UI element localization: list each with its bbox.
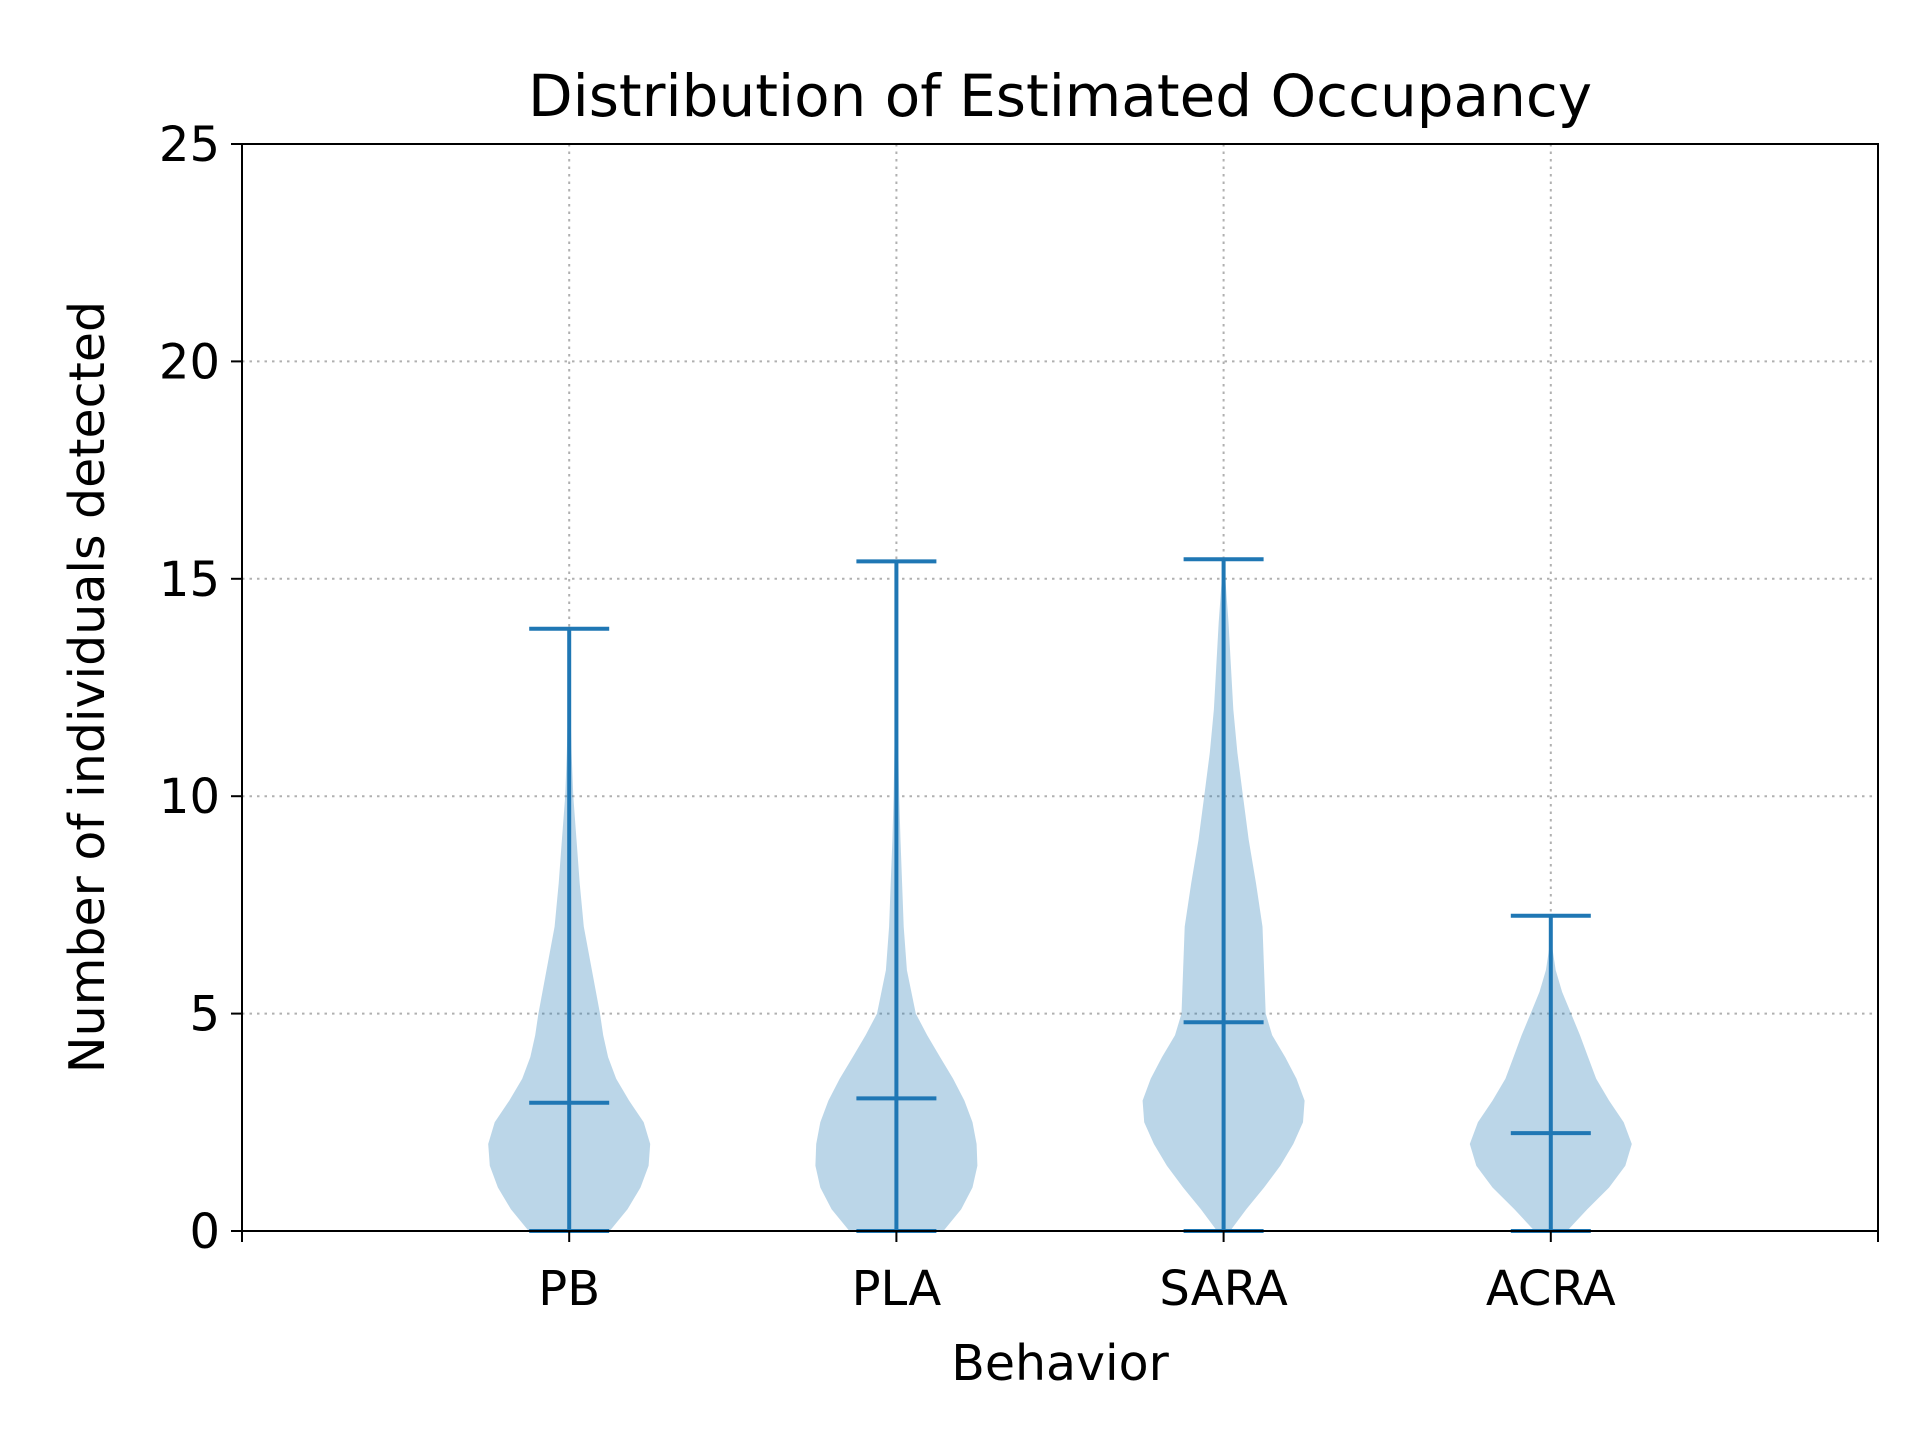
y-axis-title: Number of individuals detected: [59, 301, 116, 1073]
x-tick-label: SARA: [1159, 1261, 1288, 1317]
y-tick-label: 15: [159, 552, 220, 608]
violin-stat-lines: [529, 557, 1591, 1233]
plot-frame: [241, 143, 1879, 1232]
x-tick-label: PLA: [852, 1261, 942, 1317]
y-tick-label: 25: [159, 117, 220, 173]
y-tick-label: 10: [159, 769, 220, 825]
y-tick-label: 0: [189, 1204, 220, 1260]
violin-bodies: [488, 559, 1632, 1231]
x-tick-label: PB: [538, 1261, 600, 1317]
chart-title: Distribution of Estimated Occupancy: [528, 62, 1592, 130]
grid-lines: [242, 144, 1878, 1231]
y-tick-label: 5: [189, 987, 220, 1043]
x-axis-title: Behavior: [951, 1335, 1169, 1392]
axis-ticks: 0 5 10 15 20 25 PB PLA SARA ACRA: [159, 117, 1879, 1317]
x-tick-label: ACRA: [1486, 1261, 1616, 1317]
y-tick-label: 20: [159, 334, 220, 390]
